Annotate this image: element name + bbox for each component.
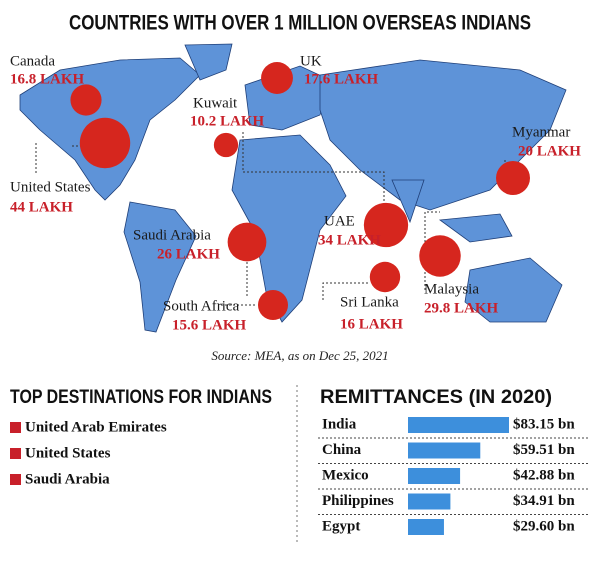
section-title: TOP DESTINATIONS FOR INDIANS xyxy=(10,387,272,408)
value-label: $83.15 bn xyxy=(513,416,575,432)
value-label: 15.6 LAKH xyxy=(172,317,247,333)
country-label: Saudi Arabia xyxy=(133,227,211,243)
country-label: UK xyxy=(300,53,322,69)
bar xyxy=(408,417,509,433)
value-label: 17.6 LAKH xyxy=(304,71,379,87)
source: Source: MEA, as on Dec 25, 2021 xyxy=(211,348,388,363)
bubble xyxy=(257,289,289,321)
value-label: 44 LAKH xyxy=(10,199,73,215)
country-label: Myanmar xyxy=(512,124,570,140)
bubble xyxy=(261,62,293,94)
bar xyxy=(408,468,461,484)
destination: Saudi Arabia xyxy=(25,471,110,487)
value-label: 16 LAKH xyxy=(340,316,403,332)
bubble xyxy=(496,161,530,195)
country-label: South Africa xyxy=(163,298,240,314)
category-label: Mexico xyxy=(322,467,369,483)
bullet xyxy=(10,422,21,433)
destination: United States xyxy=(25,445,111,461)
bubble xyxy=(213,132,239,158)
bubble xyxy=(70,84,102,116)
value-label: $29.60 bn xyxy=(513,518,575,534)
chart-title: COUNTRIES WITH OVER 1 MILLION OVERSEAS I… xyxy=(69,12,531,35)
country-label: United States xyxy=(10,179,91,195)
value-label: $42.88 bn xyxy=(513,467,575,483)
category-label: Philippines xyxy=(322,493,394,509)
bullet xyxy=(10,474,21,485)
bubble xyxy=(369,261,401,293)
bubble xyxy=(419,235,461,277)
category-label: India xyxy=(322,416,357,432)
bubble xyxy=(363,202,409,248)
chart-title: REMITTANCES (IN 2020) xyxy=(320,387,552,408)
value-label: 10.2 LAKH xyxy=(190,113,265,129)
category-label: China xyxy=(322,442,362,458)
country-label: Kuwait xyxy=(193,95,238,111)
world-map xyxy=(19,43,567,333)
value-label: $59.51 bn xyxy=(513,442,575,458)
bar xyxy=(408,519,444,535)
value-label: 20 LAKH xyxy=(518,143,581,159)
value-label: 16.8 LAKH xyxy=(10,71,85,87)
bar xyxy=(408,442,481,459)
value-label: 34 LAKH xyxy=(318,232,381,248)
country-label: Malaysia xyxy=(424,281,479,297)
value-label: 26 LAKH xyxy=(157,246,220,262)
bar xyxy=(408,493,451,510)
category-label: Egypt xyxy=(322,518,360,534)
destination: United Arab Emirates xyxy=(25,419,167,435)
bubble xyxy=(227,222,267,262)
country-label: Sri Lanka xyxy=(340,294,399,310)
value-label: $34.91 bn xyxy=(513,493,575,509)
country-label: UAE xyxy=(324,213,355,229)
value-label: 29.8 LAKH xyxy=(424,300,499,316)
bullet xyxy=(10,448,21,459)
bubble xyxy=(79,117,131,169)
country-label: Canada xyxy=(10,53,55,69)
